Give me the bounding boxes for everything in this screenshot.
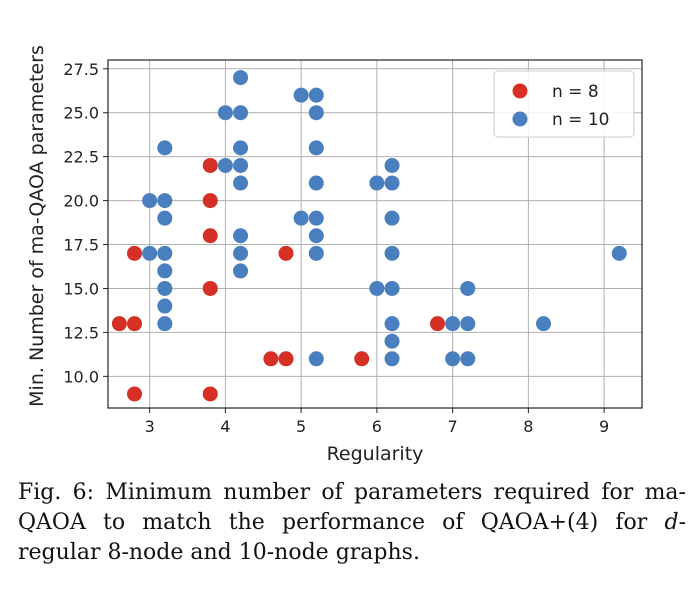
point-n10 (233, 263, 249, 279)
point-n8 (127, 386, 143, 402)
point-n10 (157, 263, 173, 279)
scatter-chart: 3 4 5 6 7 8 9 10.0 12.5 15.0 17.5 20.0 22.5 25.0 27.5 R… (26, 45, 643, 465)
point-n10 (157, 316, 173, 332)
point-n10 (384, 175, 400, 191)
point-n10 (308, 140, 324, 156)
figure-caption: Fig. 6: Minimum number of parameters req… (18, 478, 686, 568)
caption-italic: d (664, 510, 679, 535)
point-n8 (202, 193, 218, 209)
point-n10 (384, 333, 400, 349)
point-n10 (308, 210, 324, 226)
point-n8 (278, 245, 294, 261)
point-n10 (293, 210, 309, 226)
y-tick-label: 10.0 (63, 367, 99, 386)
point-n10 (157, 210, 173, 226)
x-axis-label: Regularity (327, 443, 424, 465)
plot-frame (107, 59, 643, 409)
y-axis-label: Min. Number of ma-QAOA parameters (26, 45, 48, 407)
point-n10 (460, 280, 476, 296)
legend-marker (512, 83, 528, 99)
point-n10 (157, 280, 173, 296)
point-n10 (308, 245, 324, 261)
point-n8 (127, 245, 143, 261)
y-tick-label: 20.0 (63, 192, 99, 211)
point-n8 (127, 316, 143, 332)
point-n8 (278, 351, 294, 367)
point-n8 (111, 316, 127, 332)
y-tick-label: 15.0 (63, 279, 99, 298)
y-tick-label: 12.5 (63, 323, 99, 342)
caption-suffix: -regular 8-node and 10-node graphs. (18, 510, 686, 565)
x-tick-label: 3 (145, 417, 155, 436)
x-tick-label: 4 (220, 417, 230, 436)
x-tick-label: 9 (599, 417, 609, 436)
point-n10 (445, 351, 461, 367)
point-n10 (293, 87, 309, 103)
point-n10 (384, 210, 400, 226)
point-n10 (536, 316, 552, 332)
legend-marker (512, 111, 528, 127)
point-n10 (384, 157, 400, 173)
point-n10 (308, 228, 324, 244)
point-n10 (233, 228, 249, 244)
point-n8 (202, 228, 218, 244)
point-n8 (263, 351, 279, 367)
x-tick-label: 8 (523, 417, 533, 436)
point-n10 (233, 70, 249, 86)
point-n10 (308, 87, 324, 103)
point-n10 (308, 105, 324, 121)
point-n10 (217, 105, 233, 121)
y-tick-label: 27.5 (63, 60, 99, 79)
point-n10 (157, 140, 173, 156)
point-n8 (354, 351, 370, 367)
point-n10 (233, 105, 249, 121)
point-n10 (217, 157, 233, 173)
point-n10 (233, 175, 249, 191)
caption-prefix: Fig. 6: Minimum number of parameters req… (18, 480, 686, 535)
point-n10 (369, 280, 385, 296)
point-n10 (611, 245, 627, 261)
point-n10 (157, 298, 173, 314)
point-n10 (233, 157, 249, 173)
point-n10 (157, 193, 173, 209)
y-tick-label: 17.5 (63, 236, 99, 255)
point-n10 (142, 193, 158, 209)
point-n10 (233, 245, 249, 261)
x-tick-label: 6 (372, 417, 382, 436)
point-n10 (460, 351, 476, 367)
point-n10 (384, 245, 400, 261)
point-n10 (157, 245, 173, 261)
x-tick-label: 5 (296, 417, 306, 436)
y-tick-label: 22.5 (63, 148, 99, 167)
point-n10 (384, 316, 400, 332)
legend-label: n = 10 (552, 110, 609, 130)
point-n10 (233, 140, 249, 156)
point-n10 (460, 316, 476, 332)
point-n10 (384, 351, 400, 367)
point-n8 (429, 316, 445, 332)
point-n10 (369, 175, 385, 191)
point-n8 (202, 280, 218, 296)
legend-label: n = 8 (552, 82, 599, 102)
point-n10 (142, 245, 158, 261)
point-n10 (308, 175, 324, 191)
point-n8 (202, 386, 218, 402)
chart-canvas: 3 4 5 6 7 8 9 10.0 12.5 15.0 17.5 20.0 22.5 25.0 27.5 R… (26, 45, 643, 465)
y-tick-label: 25.0 (63, 104, 99, 123)
x-tick-label: 7 (448, 417, 458, 436)
point-n10 (384, 280, 400, 296)
point-n8 (202, 157, 218, 173)
legend-box (493, 70, 635, 138)
point-n10 (445, 316, 461, 332)
point-n10 (308, 351, 324, 367)
